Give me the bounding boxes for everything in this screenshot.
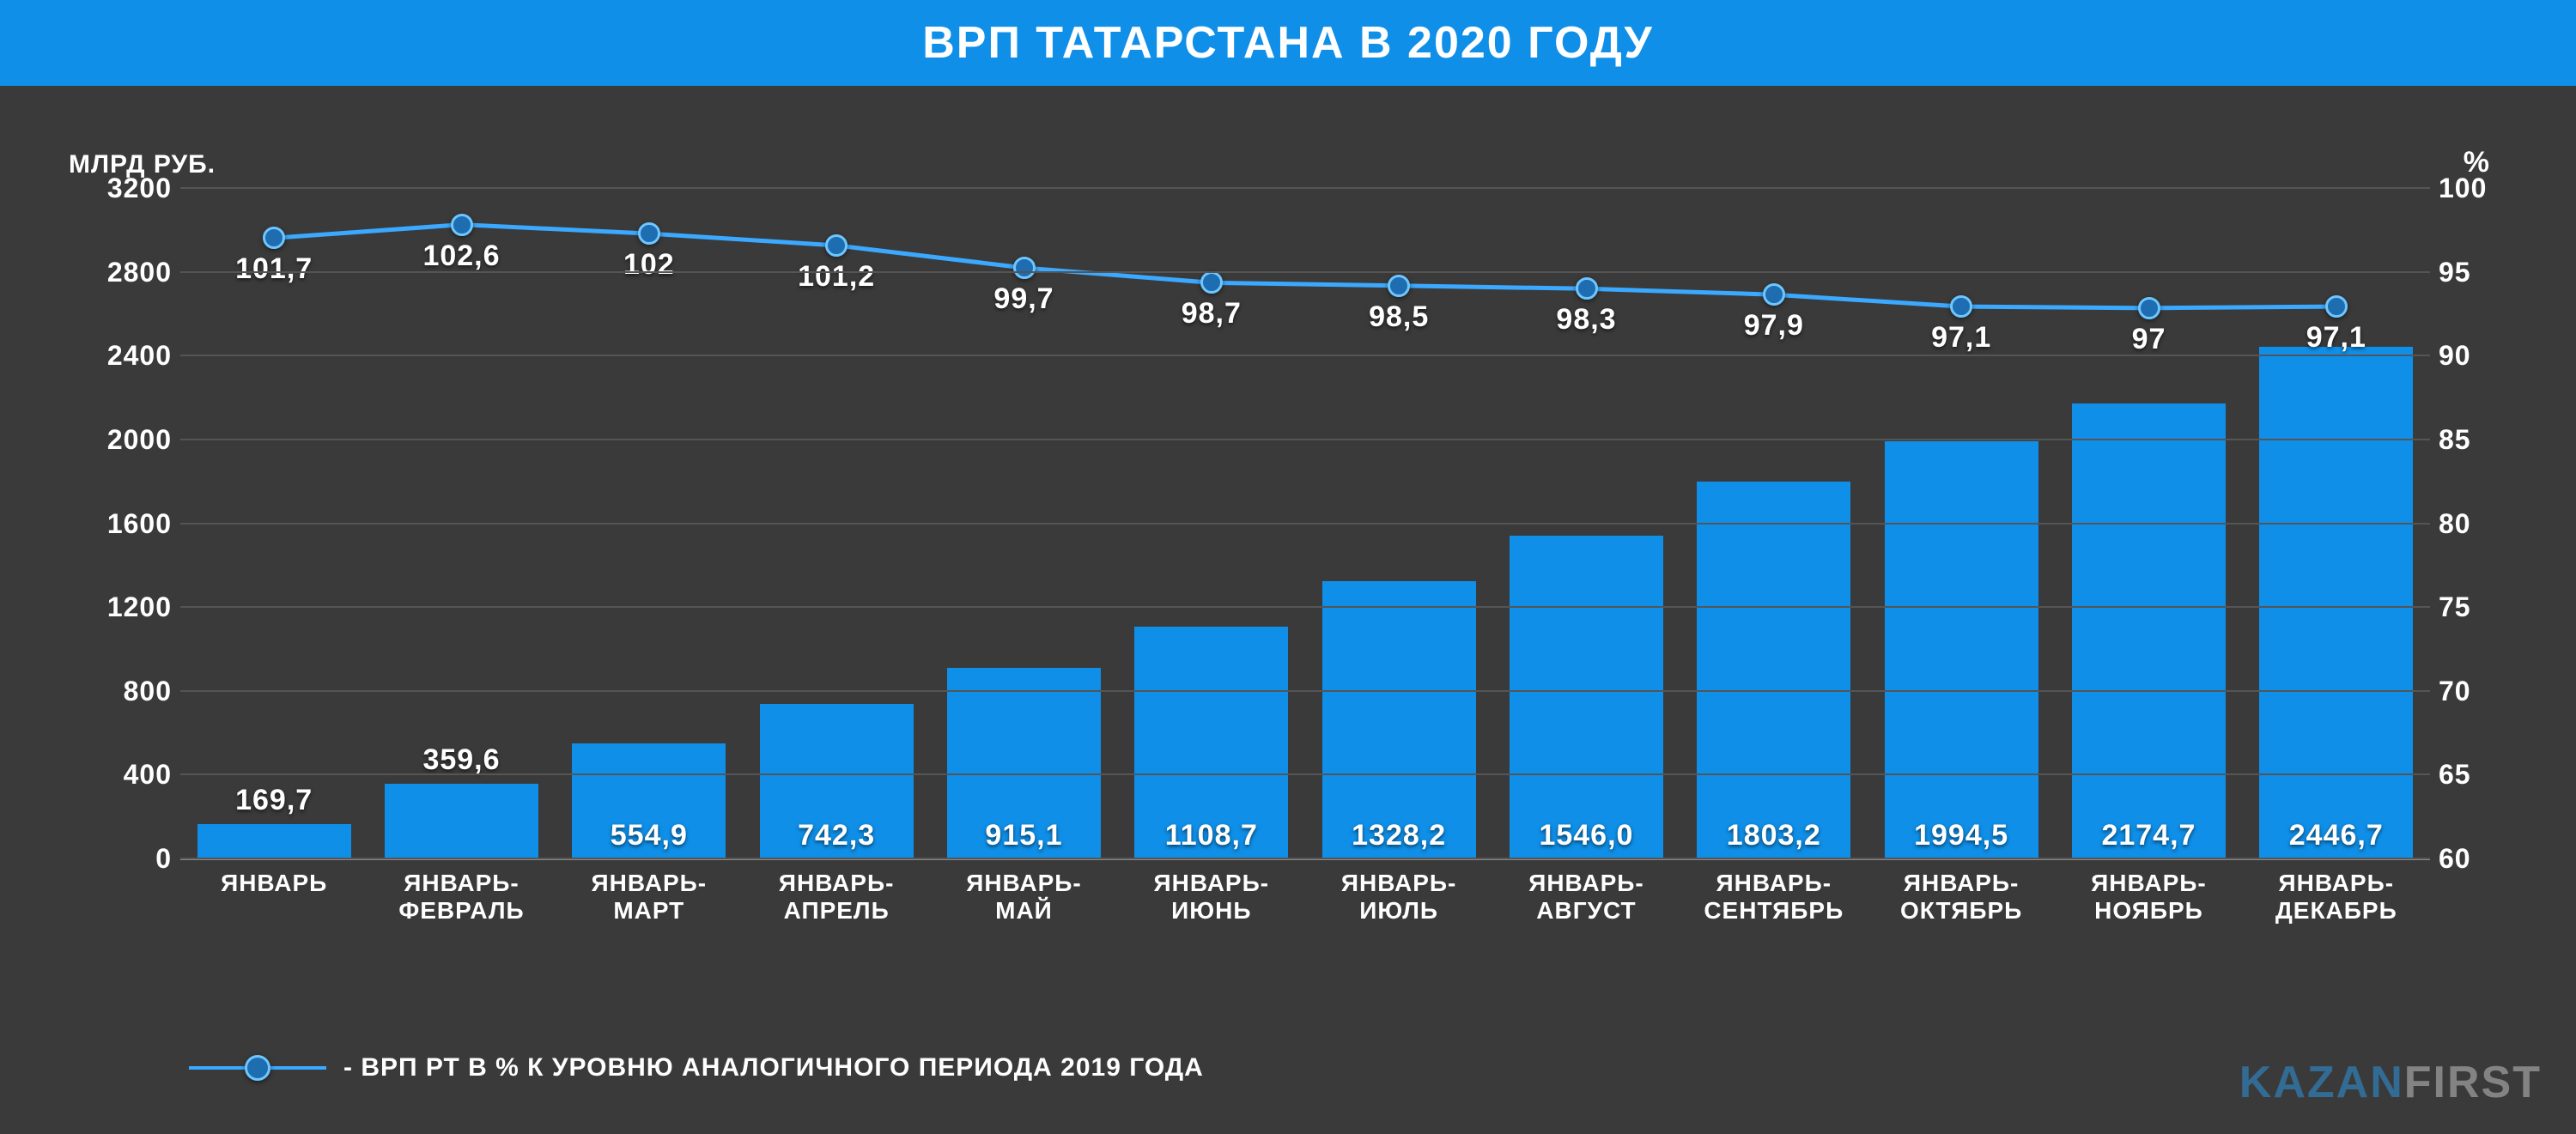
bar-value-label: 1803,2 (1727, 819, 1821, 852)
right-axis-tick: 85 (2439, 424, 2499, 456)
bar-value-label: 1108,7 (1165, 819, 1258, 852)
bar: 742,3 (760, 704, 914, 859)
bar-value-label: 1328,2 (1352, 819, 1446, 852)
left-axis-tick: 2800 (86, 257, 172, 288)
right-axis-tick: 75 (2439, 591, 2499, 623)
gridline (180, 355, 2430, 356)
right-axis-tick: 90 (2439, 340, 2499, 372)
bar-value-label: 169,7 (235, 784, 313, 817)
legend-line-swatch (189, 1066, 326, 1070)
chart-title-bar: ВРП ТАТАРСТАНА В 2020 ГОДУ (0, 0, 2576, 86)
x-axis-category-label: ЯНВАРЬ- НОЯБРЬ (2055, 870, 2242, 925)
bar: 1328,2 (1322, 581, 1476, 859)
bar-slot: 1994,5 (1868, 189, 2055, 859)
bar-slot: 1803,2 (1680, 189, 1868, 859)
bar-slot: 169,7 (180, 189, 368, 859)
x-axis-labels: ЯНВАРЬЯНВАРЬ- ФЕВРАЛЬЯНВАРЬ- МАРТЯНВАРЬ-… (180, 859, 2430, 925)
left-axis-tick: 1600 (86, 508, 172, 540)
left-axis-tick: 1200 (86, 591, 172, 623)
left-axis-tick: 2400 (86, 340, 172, 372)
x-axis-category-label: ЯНВАРЬ- ДЕКАБРЬ (2243, 870, 2430, 925)
x-axis-category-label: ЯНВАРЬ (180, 870, 368, 925)
gridline (180, 773, 2430, 775)
right-axis-tick: 95 (2439, 257, 2499, 288)
plot-area: 169,7 359,6 554,9 742,3 915,1 1108,7 1328,2 154… (180, 189, 2430, 859)
watermark-part2: FIRST (2404, 1058, 2542, 1107)
chart-legend: - ВРП РТ В % К УРОВНЮ АНАЛОГИЧНОГО ПЕРИО… (189, 1053, 1204, 1082)
right-axis-tick: 80 (2439, 508, 2499, 540)
bar-value-label: 2446,7 (2289, 819, 2384, 852)
bar: 1546,0 (1510, 536, 1663, 859)
bar-value-label: 2174,7 (2101, 819, 2196, 852)
bar: 554,9 (572, 743, 726, 859)
bar-slot: 554,9 (556, 189, 743, 859)
bar-slot: 2174,7 (2055, 189, 2242, 859)
right-axis-tick: 60 (2439, 843, 2499, 875)
legend-marker-icon (245, 1055, 270, 1081)
bar-value-label: 1546,0 (1539, 819, 1633, 852)
gridline (180, 858, 2430, 859)
gridline (180, 606, 2430, 608)
bar-slot: 742,3 (743, 189, 930, 859)
bar-slot: 1546,0 (1492, 189, 1680, 859)
bar: 1803,2 (1697, 482, 1850, 859)
bar: 1108,7 (1134, 627, 1288, 859)
bar-slot: 1108,7 (1118, 189, 1305, 859)
bars-layer: 169,7 359,6 554,9 742,3 915,1 1108,7 1328,2 154… (180, 189, 2430, 859)
x-axis-category-label: ЯНВАРЬ- ОКТЯБРЬ (1868, 870, 2055, 925)
right-axis-tick: 65 (2439, 759, 2499, 791)
infographic-page: ВРП ТАТАРСТАНА В 2020 ГОДУ МЛРД РУБ. % 1… (0, 0, 2576, 1134)
bar-slot: 359,6 (368, 189, 555, 859)
right-axis-tick: 70 (2439, 676, 2499, 707)
bar: 2446,7 (2259, 347, 2413, 859)
x-axis-category-label: ЯНВАРЬ- ИЮНЬ (1118, 870, 1305, 925)
gridline (180, 439, 2430, 440)
watermark-part1: KAZAN (2239, 1058, 2404, 1107)
bar-value-label: 742,3 (798, 819, 875, 852)
left-axis-tick: 0 (86, 843, 172, 875)
left-axis-tick: 800 (86, 676, 172, 707)
bar-value-label: 1994,5 (1914, 819, 2008, 852)
x-axis-category-label: ЯНВАРЬ- МАРТ (556, 870, 743, 925)
right-axis-tick: 100 (2439, 173, 2499, 204)
bar-value-label: 554,9 (611, 819, 688, 852)
left-axis-tick: 2000 (86, 424, 172, 456)
bar: 359,6 (385, 784, 538, 859)
x-axis-category-label: ЯНВАРЬ- АПРЕЛЬ (743, 870, 930, 925)
watermark: KAZANFIRST (2239, 1057, 2542, 1108)
left-axis-tick: 3200 (86, 173, 172, 204)
chart-title: ВРП ТАТАРСТАНА В 2020 ГОДУ (922, 17, 1654, 69)
bar-slot: 2446,7 (2243, 189, 2430, 859)
chart-area: МЛРД РУБ. % 169,7359,6554,9742,3915,1110… (69, 155, 2507, 962)
gridline (180, 523, 2430, 525)
bar-value-label: 359,6 (422, 743, 500, 777)
x-axis-category-label: ЯНВАРЬ- СЕНТЯБРЬ (1680, 870, 1868, 925)
bar-value-label: 915,1 (985, 819, 1062, 852)
bar: 915,1 (947, 668, 1101, 859)
gridline (180, 690, 2430, 692)
gridline (180, 187, 2430, 189)
x-axis-category-label: ЯНВАРЬ- ИЮЛЬ (1305, 870, 1492, 925)
x-axis-category-label: ЯНВАРЬ- МАЙ (930, 870, 1117, 925)
x-axis-category-label: ЯНВАРЬ- ФЕВРАЛЬ (368, 870, 555, 925)
left-axis-tick: 400 (86, 759, 172, 791)
bar-slot: 915,1 (930, 189, 1117, 859)
bar-slot: 1328,2 (1305, 189, 1492, 859)
bar: 169,7 (197, 824, 351, 859)
bar: 1994,5 (1885, 441, 2038, 859)
gridline (180, 271, 2430, 273)
bar: 2174,7 (2072, 403, 2226, 859)
x-axis-category-label: ЯНВАРЬ- АВГУСТ (1492, 870, 1680, 925)
legend-text: - ВРП РТ В % К УРОВНЮ АНАЛОГИЧНОГО ПЕРИО… (343, 1053, 1204, 1082)
